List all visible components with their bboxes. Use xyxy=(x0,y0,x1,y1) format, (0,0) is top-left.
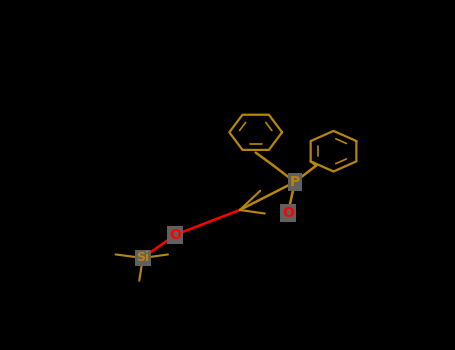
Text: P: P xyxy=(290,175,300,189)
Text: O: O xyxy=(282,206,294,220)
Text: O: O xyxy=(169,228,181,242)
Text: Si: Si xyxy=(136,251,149,265)
